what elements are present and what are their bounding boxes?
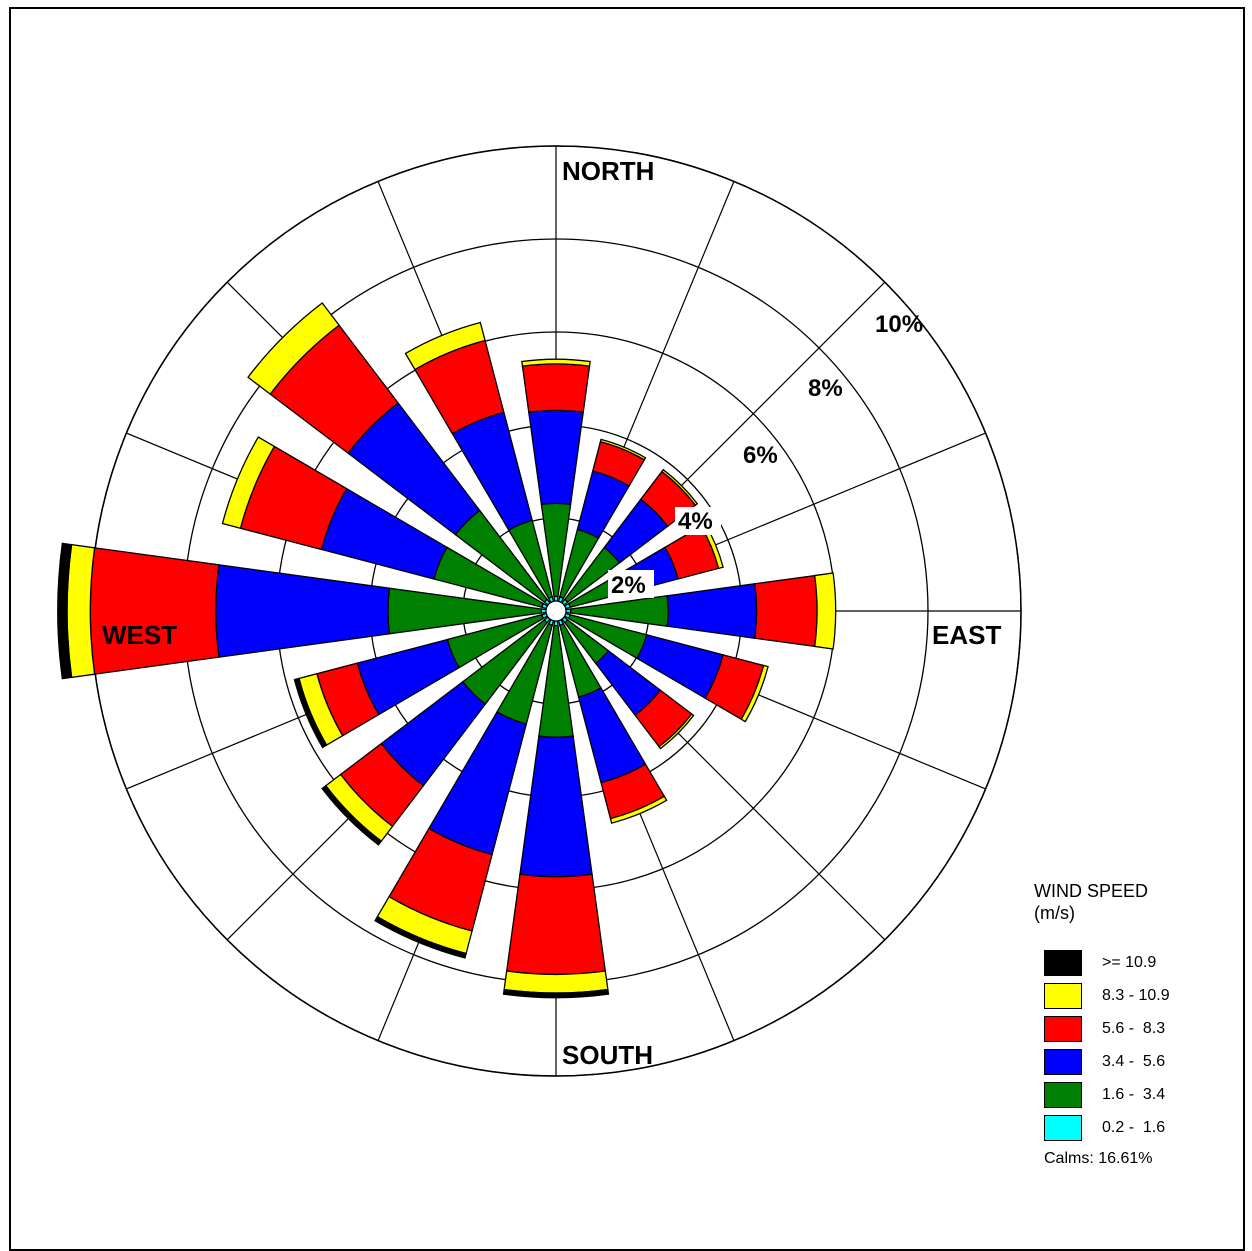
legend-title: WIND SPEED	[1034, 881, 1149, 901]
legend: WIND SPEED (m/s) >= 10.9 8.3 - 10.9 5.6 …	[1034, 880, 1234, 1167]
petal-sse-bin-4	[609, 795, 668, 824]
petal-nne-bin-4	[599, 438, 647, 461]
legend-item-label: 1.6 - 3.4	[1102, 1086, 1166, 1103]
petal-wsw-bin-5	[293, 677, 328, 749]
legend-swatch	[1044, 1082, 1082, 1108]
label-south: SOUTH	[562, 1040, 653, 1070]
calm-center	[545, 600, 567, 622]
petal-e-bin-2	[666, 583, 758, 639]
legend-item: >= 10.9	[1044, 950, 1234, 978]
petal-s-bin-2	[519, 735, 593, 878]
ring-label-8: 8%	[808, 375, 843, 402]
petal-s-bin-3	[505, 873, 607, 975]
ring-label-6: 6%	[743, 442, 778, 469]
petal-w-bin-2	[215, 564, 391, 658]
legend-item: 0.2 - 1.6	[1044, 1115, 1234, 1143]
legend-item-label: 8.3 - 10.9	[1102, 987, 1170, 1004]
petal-n-bin-3	[521, 363, 591, 413]
legend-item-label: 3.4 - 5.6	[1102, 1053, 1166, 1070]
legend-swatch	[1044, 1016, 1082, 1042]
ring-label-4: 4%	[678, 508, 713, 535]
petal-n-bin-2	[528, 409, 584, 506]
legend-swatch	[1044, 983, 1082, 1009]
petal-w-bin-3	[89, 547, 220, 675]
legend-item-label: 5.6 - 8.3	[1102, 1020, 1166, 1037]
petal-wnw-bin-4	[221, 436, 276, 530]
legend-item: 3.4 - 5.6	[1044, 1049, 1234, 1077]
petal-n-bin-4	[521, 358, 591, 367]
label-east: EAST	[932, 620, 1001, 650]
petal-nnw-bin-4	[404, 321, 486, 371]
label-west: WEST	[102, 620, 177, 650]
ring-label-2: 2%	[611, 572, 646, 599]
petal-w-bin-4	[66, 543, 96, 679]
wind-petals	[57, 302, 837, 999]
petal-s-bin-4	[503, 970, 609, 994]
ring-label-bg-2	[608, 570, 654, 598]
label-north: NORTH	[562, 156, 654, 186]
ring-labels: 2% 4% 6% 8% 10%	[608, 311, 923, 599]
legend-swatch	[1044, 1115, 1082, 1141]
petal-e-bin-4	[813, 572, 837, 650]
legend-item: 8.3 - 10.9	[1044, 983, 1234, 1011]
petal-nw-bin-4	[247, 302, 341, 396]
petal-ssw-bin-5	[374, 915, 467, 959]
legend-item: 1.6 - 3.4	[1044, 1082, 1234, 1110]
ring-label-10: 10%	[875, 311, 923, 338]
calms-label: Calms: 16.61%	[1044, 1150, 1153, 1167]
petal-s-bin-5	[502, 988, 610, 999]
legend-unit: (m/s)	[1034, 903, 1075, 923]
legend-swatch	[1044, 950, 1082, 976]
petal-ese-bin-4	[740, 664, 769, 723]
legend-item: 5.6 - 8.3	[1044, 1016, 1234, 1044]
legend-item-label: 0.2 - 1.6	[1102, 1119, 1166, 1136]
ring-label-bg-4	[675, 507, 721, 535]
petal-w-bin-5	[57, 542, 73, 680]
legend-swatch	[1044, 1049, 1082, 1075]
petal-e-bin-3	[754, 574, 818, 648]
petal-se-bin-4	[658, 713, 695, 750]
legend-item-label: >= 10.9	[1102, 954, 1157, 971]
petal-ne-bin-4	[660, 468, 699, 507]
petal-sw-bin-5	[321, 784, 383, 846]
